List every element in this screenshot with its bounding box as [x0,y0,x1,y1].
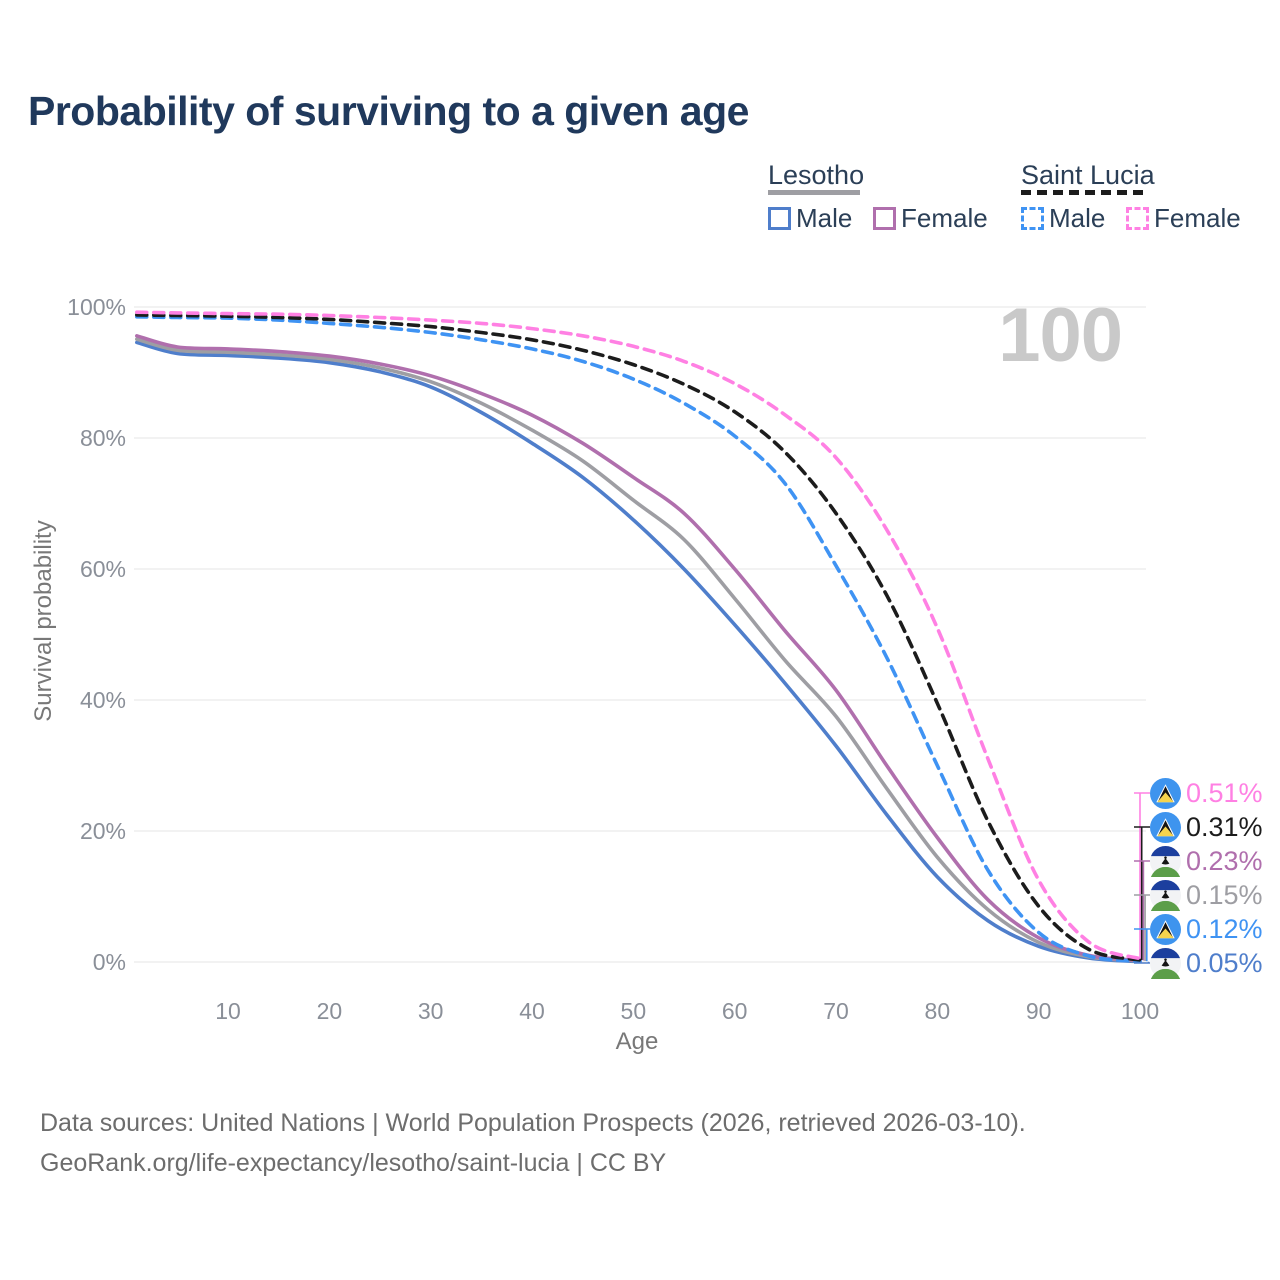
legend-item-label: Male [796,203,853,233]
saint-lucia-flag-icon [1150,913,1181,945]
legend-swatch [1021,207,1044,230]
y-axis-title: Survival probability [30,520,57,722]
saint-lucia-line-sample [1021,190,1143,195]
legend-swatch [768,207,791,230]
end-label-leader [1134,792,1150,959]
series-line-saint-lucia-female [135,310,1142,961]
legend-item-label: Female [1154,203,1241,233]
end-label-saint-lucia-both-sexes: 0.31% [1150,811,1263,843]
end-label-value: 0.31% [1186,811,1263,842]
lesotho-flag-icon [1150,845,1181,877]
x-tick-label: 50 [620,998,647,1024]
legend-item-lesotho-male[interactable]: Male [768,203,853,233]
y-tick-label: 100% [67,294,126,320]
lesotho-flag-icon [1150,879,1181,911]
end-label-lesotho-female: 0.23% [1150,845,1263,877]
end-label-leader [1134,894,1150,961]
x-axis-title: Age [615,1028,659,1055]
saint-lucia-flag-icon [1150,811,1181,843]
series-line-lesotho-female [135,334,1142,963]
lesotho-line-sample [768,190,860,195]
legend-item-saint-lucia-male[interactable]: Male [1021,203,1106,233]
lesotho-flag-icon [1150,947,1181,979]
end-label-value: 0.12% [1186,913,1263,944]
series-line-lesotho-male [135,340,1142,964]
legend-group-saint-lucia: Saint Lucia [1021,160,1155,190]
x-tick-label: 80 [924,998,951,1024]
end-label-lesotho-male: 0.05% [1150,947,1263,979]
footer: Data sources: United Nations | World Pop… [40,1103,1026,1183]
attribution-line: GeoRank.org/life-expectancy/lesotho/sain… [40,1149,667,1177]
saint-lucia-flag-icon [1150,777,1181,809]
end-label-leader [1134,826,1150,960]
series-line-saint-lucia-both-sexes [135,313,1142,962]
end-label-value: 0.23% [1186,845,1263,876]
end-label-value: 0.15% [1186,879,1263,910]
x-tick-label: 90 [1025,998,1052,1024]
legend-swatch [1126,207,1149,230]
series-line-saint-lucia-male [135,315,1142,963]
legend-swatch [873,207,896,230]
x-tick-label: 20 [316,998,343,1024]
legend-group-lesotho: Lesotho [768,160,865,190]
end-label-value: 0.05% [1186,947,1263,978]
end-label-lesotho-both-sexes: 0.15% [1150,879,1263,911]
end-label-leader [1134,928,1150,962]
end-label-value: 0.51% [1186,777,1263,808]
legend-item-label: Female [901,203,988,233]
legend-item-saint-lucia-female[interactable]: Female [1126,203,1241,233]
end-label-leader [1134,860,1150,961]
y-tick-label: 80% [79,425,126,451]
y-tick-label: 0% [92,949,126,975]
x-tick-label: 10 [215,998,241,1024]
legend-item-label: Male [1049,203,1106,233]
page-title: Probability of surviving to a given age [28,88,749,134]
x-tick-label: 100 [1120,998,1160,1024]
x-tick-label: 70 [823,998,849,1024]
y-tick-label: 20% [79,818,126,844]
data-sources-line: Data sources: United Nations | World Pop… [40,1109,1026,1137]
x-tick-label: 30 [417,998,444,1024]
end-label-saint-lucia-male: 0.12% [1150,913,1263,945]
y-tick-label: 40% [79,687,126,713]
series-line-lesotho-both-sexes [135,337,1142,963]
end-label-leader [1134,961,1150,964]
y-tick-label: 60% [79,556,126,582]
x-tick-label: 60 [721,998,748,1024]
x-tick-label: 40 [519,998,545,1024]
legend-item-lesotho-female[interactable]: Female [873,203,988,233]
end-label-saint-lucia-female: 0.51% [1150,777,1263,809]
